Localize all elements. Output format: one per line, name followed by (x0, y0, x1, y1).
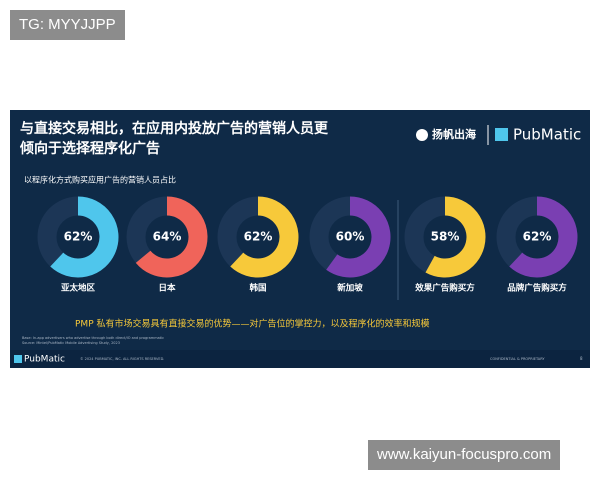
value-label: 62% (244, 230, 273, 244)
value-label: 62% (64, 230, 93, 244)
category-label: 日本 (158, 283, 176, 294)
slide-title: 与直接交易相比，在应用内投放广告的营销人员更 (20, 120, 329, 137)
category-label: 新加坡 (337, 283, 363, 294)
value-label: 62% (523, 230, 552, 244)
value-label: 60% (336, 230, 365, 244)
category-label: 亚太地区 (61, 283, 96, 294)
footnote: Base: In-app advertisers who advertise t… (22, 336, 164, 340)
value-label: 58% (431, 230, 460, 244)
logo: 扬帆出海 (432, 127, 476, 141)
donut-arc (425, 196, 486, 278)
category-label: 韩国 (249, 283, 266, 294)
watermark: www.kaiyun-focuspro.com (368, 440, 561, 470)
takeaway-box (68, 317, 468, 331)
slide-title: 倾向于选择程序化广告 (19, 140, 160, 157)
page-number: 8 (580, 356, 583, 361)
donut-arc (230, 196, 299, 278)
value-label: 64% (153, 230, 182, 244)
footer-logo-icon (14, 355, 22, 363)
logo: PubMatic (513, 126, 581, 144)
takeaway: PMP 私有市场交易具有直接交易的优势——对广告位的掌控力，以及程序化的效率和规… (75, 318, 429, 330)
copyright: © 2024 PUBMATIC, INC. ALL RIGHTS RESERVE… (80, 357, 164, 361)
donut-arc (135, 196, 208, 278)
footnote: Source: Mintel/PubMatic Mobile Advertisi… (22, 341, 120, 345)
watermark: TG: MYYJJPP (10, 10, 125, 40)
chart-subtitle: 以程序化方式购买应用广告的营销人员占比 (24, 175, 176, 185)
donut-arc (50, 196, 119, 278)
slide: 与直接交易相比，在应用内投放广告的营销人员更 倾向于选择程序化广告 扬帆出海 P… (10, 110, 590, 368)
footer (10, 350, 590, 368)
category-label: 品牌广告购买方 (507, 283, 567, 294)
donut-arc (509, 196, 578, 278)
footer-logo: PubMatic (24, 355, 65, 365)
category-label: 效果广告购买方 (415, 283, 475, 294)
confidential: CONFIDENTIAL & PROPRIETARY (490, 357, 545, 361)
logo-icon (416, 129, 428, 141)
donut-arc (326, 196, 391, 278)
logo-icon (495, 128, 508, 141)
